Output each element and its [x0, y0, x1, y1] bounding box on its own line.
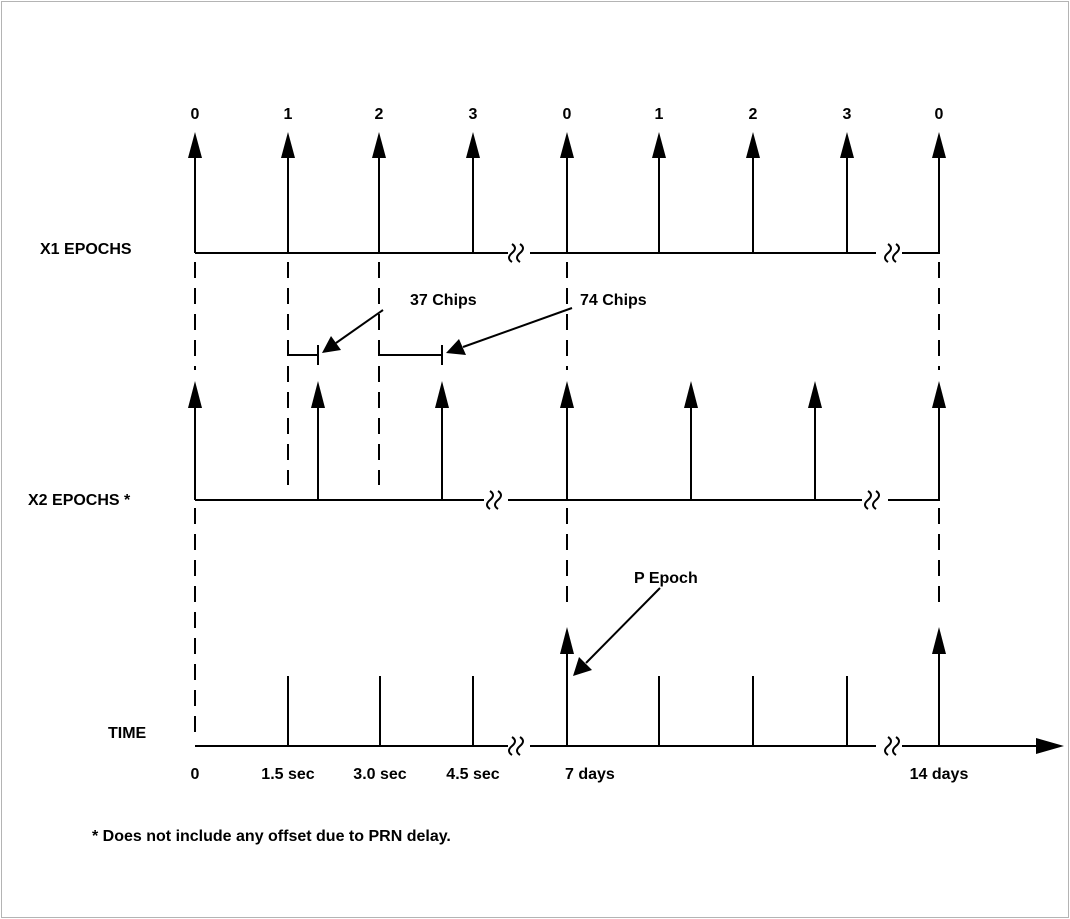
- x2-epochs-label: X2 EPOCHS *: [28, 492, 131, 509]
- x1-epoch-number: 2: [375, 106, 384, 123]
- time-tick-label: 1.5 sec: [261, 766, 314, 783]
- chips-74-label: 74 Chips: [580, 292, 647, 309]
- footnote: * Does not include any offset due to PRN…: [92, 828, 451, 845]
- chip-offset-segments: [288, 345, 443, 365]
- chips-37-label: 37 Chips: [410, 292, 477, 309]
- time-break-symbol: [508, 736, 900, 756]
- x1-epoch-number: 2: [749, 106, 758, 123]
- time-tick-label: 3.0 sec: [353, 766, 406, 783]
- x1-epoch-number: 1: [655, 106, 664, 123]
- time-epoch-arrows: [560, 627, 946, 746]
- x1-epoch-number: 1: [284, 106, 293, 123]
- x1-epochs-label: X1 EPOCHS: [40, 241, 132, 258]
- x1-epoch-arrows: [188, 132, 946, 253]
- x2-epoch-arrows: [188, 381, 946, 500]
- time-ticks: [287, 676, 848, 746]
- x1-break-symbol: [508, 243, 900, 263]
- chip-annotation-arrows: [322, 307, 573, 355]
- x1-epoch-number: 3: [843, 106, 852, 123]
- x1-epoch-number: 3: [469, 106, 478, 123]
- p-epoch-arrow: [573, 587, 661, 676]
- time-label: TIME: [108, 725, 147, 742]
- dashed-alignment-lines: [194, 262, 940, 735]
- time-tick-label: 0: [191, 766, 200, 783]
- time-tick-label: 7 days: [565, 766, 615, 783]
- x1-epoch-number: 0: [191, 106, 200, 123]
- x1-epoch-number: 0: [935, 106, 944, 123]
- x1-epoch-number: 0: [563, 106, 572, 123]
- p-epoch-label: P Epoch: [634, 570, 698, 587]
- x2-break-symbol: [486, 490, 880, 510]
- time-tick-label: 14 days: [910, 766, 969, 783]
- time-axis-arrowhead: [1036, 738, 1064, 754]
- time-tick-label: 4.5 sec: [446, 766, 499, 783]
